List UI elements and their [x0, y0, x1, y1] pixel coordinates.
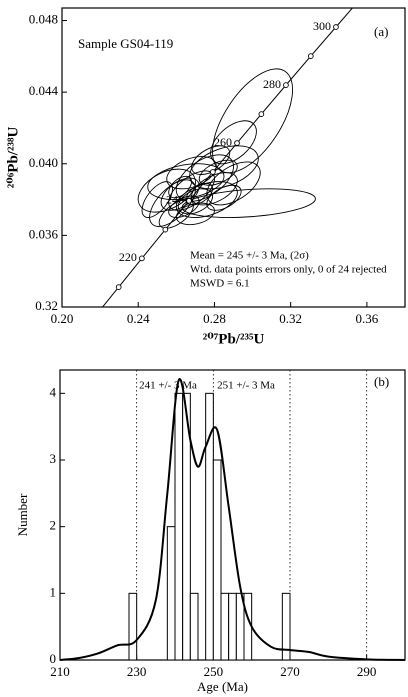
- histogram-bar: [174, 392, 184, 661]
- x-tick-label: 0.32: [279, 311, 302, 326]
- age-marker: [115, 284, 122, 290]
- annotation: Mean = 245 +/- 3 Ma, (2σ): [190, 250, 309, 262]
- age-marker: [307, 53, 314, 59]
- concordia-curve: [118, 26, 337, 288]
- y-tick-label: 2: [50, 518, 57, 533]
- annotation: 251 +/- 3 Ma: [217, 380, 275, 392]
- error-ellipse: [168, 195, 200, 218]
- error-ellipse: [158, 199, 194, 229]
- age-marker: [139, 255, 145, 262]
- x-tick-label: 250: [204, 664, 224, 679]
- histogram-bar: [128, 592, 138, 661]
- histogram-bar: [243, 592, 253, 661]
- y-axis-title: Number: [15, 493, 30, 536]
- annotation: Wtd. data points errors only, 0 of 24 re…: [190, 264, 387, 276]
- y-axis-title: ²⁰⁶Pb/²³⁸U: [5, 127, 21, 189]
- x-tick-label: 290: [357, 664, 377, 679]
- age-marker: [333, 24, 339, 30]
- plot-area: [101, 8, 354, 307]
- age-marker: [234, 140, 240, 146]
- concordia-extension: [101, 286, 120, 307]
- error-ellipse: [177, 188, 213, 215]
- sample-label: Sample GS04-119: [78, 36, 173, 51]
- histogram-bar: [182, 392, 191, 661]
- annotation: MSWD = 6.1: [190, 278, 250, 290]
- histogram-bar: [281, 592, 291, 661]
- y-tick-label: 0.32: [35, 298, 58, 313]
- panel-label: (b): [374, 374, 389, 389]
- histogram-bar: [212, 459, 222, 661]
- error-ellipse: [206, 184, 242, 211]
- x-tick-label: 0.28: [203, 311, 226, 326]
- x-tick-label: 210: [50, 664, 70, 679]
- x-tick-label: 0.36: [356, 311, 379, 326]
- age-marker: [162, 226, 169, 233]
- concordia-extension: [335, 8, 354, 28]
- age-label: 260: [214, 135, 232, 149]
- x-tick-label: 230: [127, 664, 147, 679]
- x-tick-label: 0.20: [51, 311, 74, 326]
- age-marker: [283, 82, 289, 88]
- probability-curve: [59, 378, 406, 661]
- panel-label: (a): [374, 24, 388, 39]
- age-label: 300: [313, 19, 331, 33]
- y-tick-label: 0.036: [29, 226, 59, 241]
- y-tick-label: 0.044: [29, 83, 59, 98]
- error-ellipse: [206, 161, 261, 206]
- y-tick-label: 0.048: [29, 12, 58, 27]
- age-label: 220: [119, 250, 137, 264]
- y-tick-label: 0: [50, 651, 57, 666]
- error-ellipse: [191, 145, 231, 175]
- histogram-bar: [189, 592, 199, 661]
- age-marker: [210, 169, 216, 175]
- y-tick-label: 4: [50, 384, 57, 399]
- age-marker: [258, 111, 265, 117]
- y-tick-label: 3: [50, 451, 57, 466]
- x-axis-title: ²⁰⁷Pb/²³⁵U: [203, 331, 265, 347]
- y-tick-label: 1: [50, 584, 57, 599]
- error-ellipse: [175, 202, 215, 226]
- histogram-bar: [166, 526, 176, 661]
- x-tick-label: 270: [280, 664, 300, 679]
- histogram-bar: [205, 392, 214, 661]
- error-ellipse: [141, 181, 173, 218]
- annotation: 241 +/- 3 Ma: [139, 380, 197, 392]
- age-label: 280: [263, 77, 281, 91]
- plot-frame: [61, 7, 406, 308]
- age-marker: [186, 197, 192, 204]
- error-ellipse: [137, 168, 196, 213]
- histogram-bar: [228, 592, 237, 661]
- age-label: 240: [166, 193, 184, 207]
- error-ellipse: [212, 68, 294, 174]
- x-axis-title: Age (Ma): [197, 679, 248, 694]
- error-ellipse: [168, 175, 193, 199]
- y-tick-label: 0.040: [29, 155, 58, 170]
- x-tick-label: 0.24: [127, 311, 150, 326]
- histogram-bar: [220, 592, 230, 661]
